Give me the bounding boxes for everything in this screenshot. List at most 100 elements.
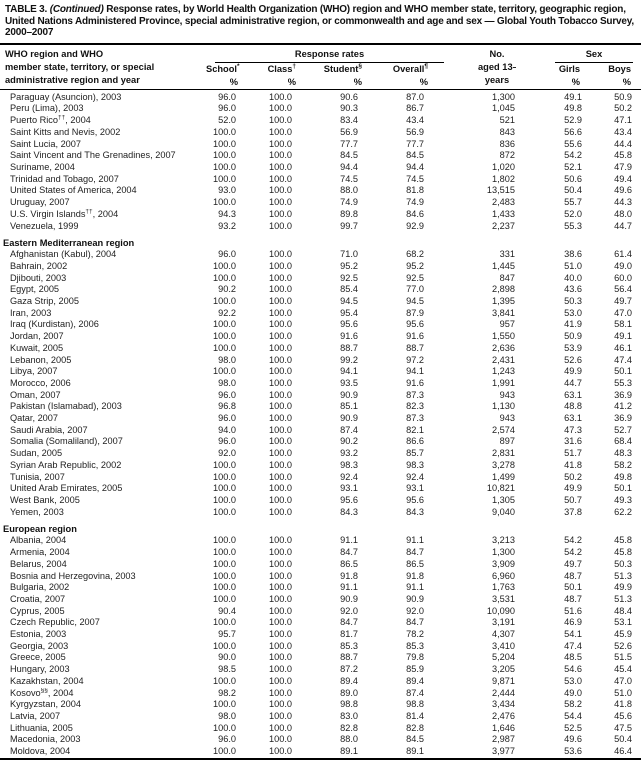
boys-rate-cell: 49.4 [614, 173, 633, 184]
row-label-cell: Belarus, 2004 [0, 559, 206, 571]
school-rate-cell: 100.0 [213, 162, 236, 172]
overall-rate-cell: 88.7 [406, 342, 424, 353]
overall-rate-cell: 79.8 [406, 652, 424, 663]
school-rate-cell: 100.0 [213, 126, 236, 137]
girls-rate-cell: 50.2 [564, 471, 582, 482]
student-rate-cell: 83.0 [340, 710, 358, 721]
student-rate-cell: 93.5 [340, 377, 358, 388]
student-rate-cell: 93.1 [340, 483, 358, 494]
overall-rate-cell: 93.1 [406, 483, 424, 494]
table-row: Saudi Arabia, 2007 94.0 100.0 87.4 82.1 2,574… [0, 425, 641, 437]
table-row: United States of America, 2004 93.0 100.0 8… [0, 185, 641, 197]
overall-rate-cell: 84.5 [406, 734, 424, 745]
girls-rate-cell: 48.7 [564, 570, 582, 581]
school-rate-cell: 98.0 [218, 377, 236, 388]
row-label-cell: Peru (Lima), 2003 [0, 103, 206, 115]
boys-rate-cell: 49.7 [614, 296, 633, 307]
count-cell: 6,960 [492, 570, 515, 581]
class-rate-cell: 100.0 [269, 366, 292, 377]
row-label-cell: Moldova, 2004 [0, 746, 206, 759]
student-rate-cell: 85.1 [340, 401, 358, 412]
class-rate-cell: 100.0 [269, 710, 292, 721]
overall-rate-cell: 97.2 [406, 354, 424, 365]
row-label-cell: Puerto Rico††, 2004 [0, 115, 206, 127]
overall-rate-cell: 91.6 [406, 331, 424, 342]
class-rate-cell: 100.0 [269, 307, 292, 318]
student-rate-cell: 89.1 [340, 746, 358, 757]
boys-rate-cell: 62.2 [614, 506, 633, 517]
stub-header: WHO region and WHO member state, territo… [0, 45, 206, 90]
student-footnote-marker: § [358, 62, 362, 70]
student-rate-cell: 88.0 [340, 185, 358, 196]
row-label-cell: Lithuania, 2005 [0, 723, 206, 735]
student-rate-cell: 92.0 [340, 605, 358, 616]
count-cell: 1,991 [492, 377, 515, 388]
count-cell: 872 [499, 150, 515, 161]
school-rate-cell: 96.0 [218, 103, 236, 114]
boys-rate-cell: 44.7 [614, 220, 633, 231]
table-row: Pakistan (Islamabad), 2003 96.8 100.0 85.1 8… [0, 401, 641, 413]
overall-rate-cell: 95.6 [406, 319, 424, 330]
student-column-header: Student§ % [323, 62, 362, 87]
table-row: Egypt, 2005 90.2 100.0 85.4 77.0 2,898 43.6 56.… [0, 284, 641, 296]
girls-rate-cell: 50.7 [564, 494, 582, 505]
student-rate-cell: 87.2 [340, 664, 358, 675]
overall-rate-cell: 84.5 [406, 150, 424, 161]
student-rate-cell: 89.0 [340, 687, 358, 698]
boys-rate-cell: 68.4 [614, 436, 633, 447]
class-rate-cell: 100.0 [269, 746, 292, 757]
boys-column-header: Boys % [608, 63, 632, 87]
row-label: Uruguay, 2007 [10, 197, 70, 208]
class-rate-cell: 100.0 [269, 699, 292, 710]
school-rate-cell: 90.0 [218, 652, 236, 663]
school-rate-cell: 100.0 [213, 342, 236, 353]
school-rate-cell: 100.0 [213, 494, 236, 505]
row-label-cell: Georgia, 2003 [0, 641, 206, 653]
overall-rate-cell: 82.8 [406, 722, 424, 733]
boys-rate-cell: 56.4 [614, 284, 633, 295]
count-cell: 2,574 [492, 424, 515, 435]
class-rate-cell: 100.0 [269, 138, 292, 149]
class-rate-cell: 100.0 [269, 629, 292, 640]
count-cell: 1,045 [492, 103, 515, 114]
school-rate-cell: 100.0 [213, 366, 236, 377]
school-rate-cell: 96.0 [206, 88, 242, 104]
overall-rate-cell: 91.1 [406, 582, 424, 593]
girls-rate-cell: 49.9 [564, 366, 582, 377]
school-rate-cell: 100.0 [213, 197, 236, 208]
row-label: Lebanon, 2005 [10, 354, 72, 365]
row-label: Saint Lucia, 2007 [10, 138, 82, 149]
overall-rate-cell: 86.6 [406, 436, 424, 447]
count-cell: 3,531 [492, 593, 515, 604]
row-label: Tunisia, 2007 [10, 471, 65, 482]
student-rate-cell: 85.3 [340, 640, 358, 651]
boys-rate-cell: 36.9 [614, 389, 633, 400]
boys-rate-cell: 43.4 [614, 126, 633, 137]
boys-rate-cell: 51.3 [614, 570, 633, 581]
school-rate-cell: 96.0 [218, 436, 236, 447]
school-rate-cell: 98.0 [218, 710, 236, 721]
student-rate-cell: 74.5 [340, 173, 358, 184]
overall-rate-cell: 90.9 [406, 593, 424, 604]
overall-rate-cell: 91.6 [406, 377, 424, 388]
row-label: Kazakhstan, 2004 [10, 675, 84, 686]
student-rate-cell: 84.7 [340, 617, 358, 628]
class-rate-cell: 100.0 [269, 115, 292, 126]
count-cell: 10,090 [486, 605, 515, 616]
no-line-1: No. [489, 48, 505, 59]
row-label-cell: Tunisia, 2007 [0, 472, 206, 484]
table-row: Lebanon, 2005 98.0 100.0 99.2 97.2 2,431 52.6 4… [0, 355, 641, 367]
row-footnote-marker: §§ [40, 687, 48, 694]
row-label: U.S. Virgin Islands [10, 208, 86, 219]
row-label-cell: Bahrain, 2002 [0, 261, 206, 273]
school-rate-cell: 100.0 [213, 506, 236, 517]
table-row: Tunisia, 2007 100.0 100.0 92.4 92.4 1,499 50.2… [0, 472, 641, 484]
overall-rate-cell: 82.3 [406, 401, 424, 412]
row-label: Kosovo [10, 687, 41, 698]
school-rate-cell: 100.0 [213, 640, 236, 651]
row-label-cell: Iran, 2003 [0, 308, 206, 320]
overall-rate-cell: 92.0 [406, 605, 424, 616]
boys-rate-cell: 50.3 [614, 558, 633, 569]
row-label: Hungary, 2003 [10, 664, 70, 675]
class-rate-cell: 100.0 [269, 494, 292, 505]
